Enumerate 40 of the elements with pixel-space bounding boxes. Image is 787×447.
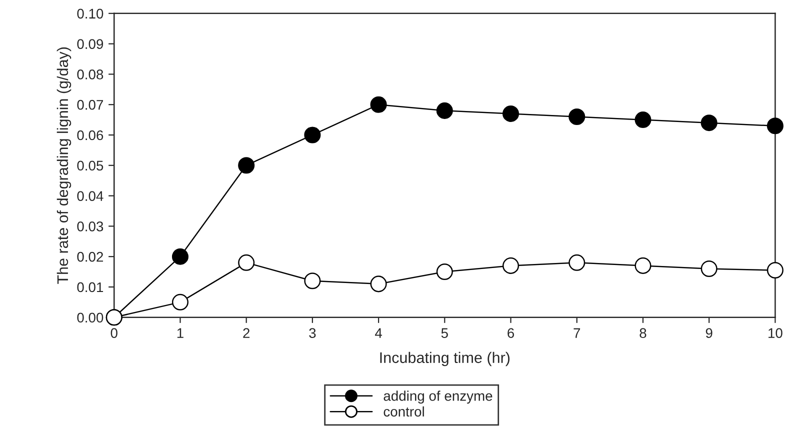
y-tick-label: 0.00: [77, 312, 104, 323]
point: [238, 254, 255, 271]
y-tick-label: 0.07: [77, 100, 104, 110]
y-tick-label: 0.09: [77, 39, 104, 49]
x-tick-label: 10: [768, 328, 782, 338]
legend-label: adding of enzyme: [384, 390, 492, 404]
point: [502, 105, 520, 122]
x-tick-label: 9: [706, 328, 712, 338]
legend-label: control: [384, 406, 424, 417]
x-tick-label: 6: [508, 328, 514, 338]
y-tick-label: 0.03: [77, 222, 104, 232]
y-tick-label: 0.01: [77, 282, 104, 292]
point: [568, 108, 586, 126]
x-tick-label: 0: [110, 328, 118, 338]
point: [370, 96, 387, 113]
point: [436, 102, 453, 119]
x-tick-label: 2: [243, 328, 250, 338]
point: [634, 112, 652, 128]
point: [238, 157, 255, 174]
point: [634, 257, 652, 274]
y-tick-label: 0.08: [77, 70, 104, 80]
y-tick-label: 0.02: [77, 252, 104, 262]
x-tick-label: 5: [441, 328, 448, 338]
point: [700, 114, 718, 132]
x-tick-label: 4: [375, 328, 382, 338]
x-tick-label: 7: [574, 328, 580, 338]
point: [172, 248, 188, 265]
point: [766, 118, 784, 134]
x-tick-label: 3: [309, 328, 316, 338]
point: [304, 272, 321, 290]
y-tick-label: 0.10: [77, 8, 104, 19]
point: [304, 126, 321, 144]
y-tick-label: 0.04: [77, 191, 104, 201]
x-tick-label: 1: [177, 328, 184, 338]
y-tick-label: 0.05: [77, 160, 104, 171]
x-tick-label: 8: [640, 328, 646, 338]
x-axis-title: Incubating time (hr): [380, 352, 510, 366]
y-tick-label: 0.06: [77, 130, 104, 140]
y-axis-title: The rate of degrading lignin (g/day): [56, 47, 72, 284]
point: [766, 262, 784, 279]
